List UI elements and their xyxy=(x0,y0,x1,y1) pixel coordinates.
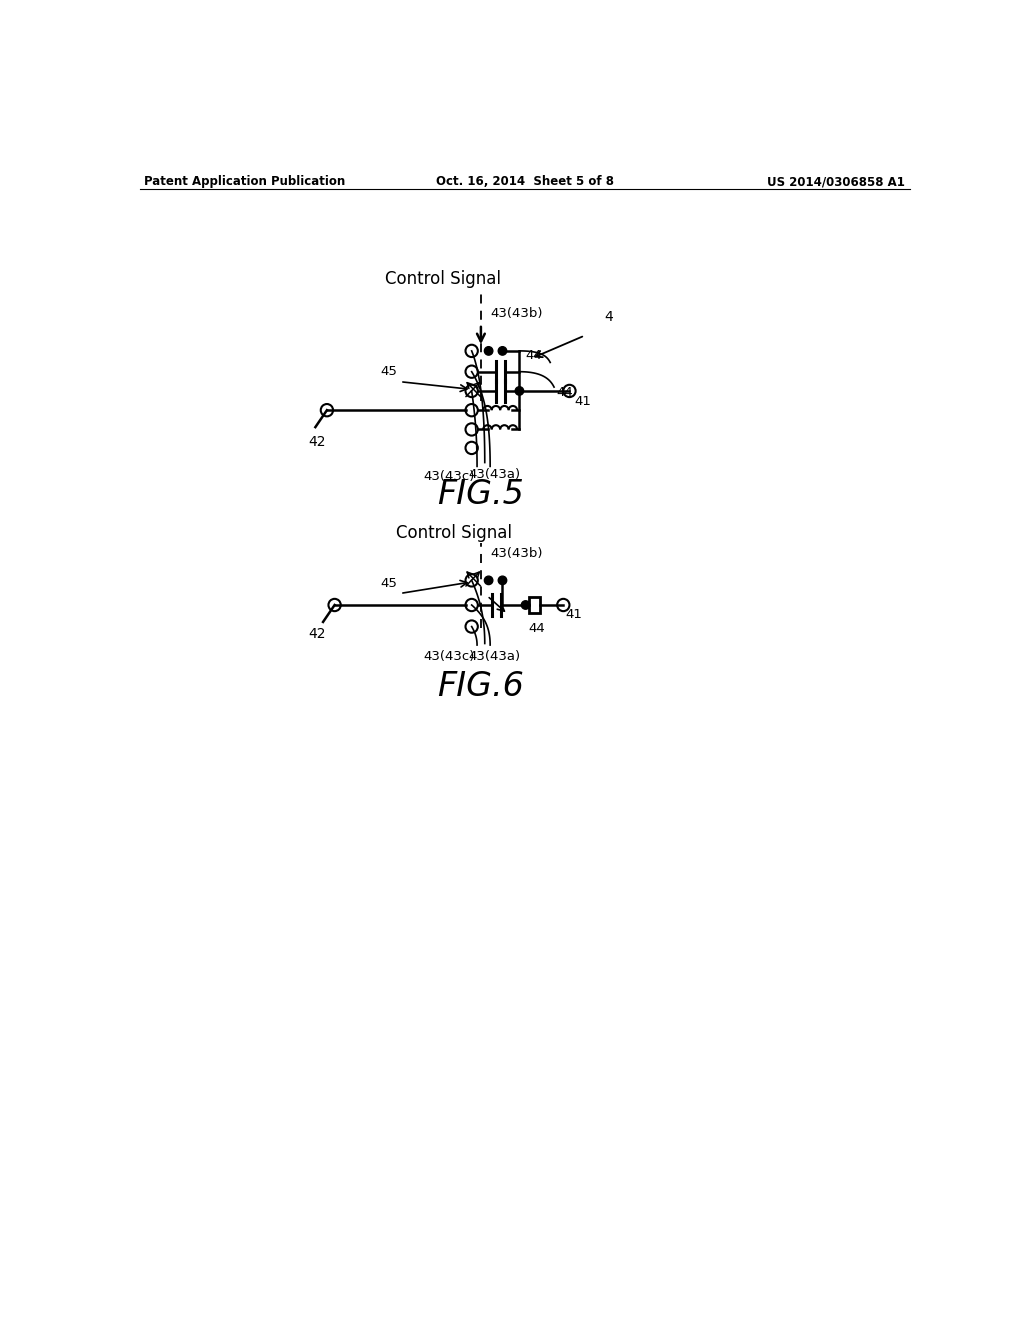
Text: 45: 45 xyxy=(381,364,397,378)
Text: 44: 44 xyxy=(528,622,546,635)
Text: 43(43b): 43(43b) xyxy=(490,548,543,561)
Text: 41: 41 xyxy=(574,395,592,408)
Text: 45: 45 xyxy=(381,577,397,590)
Text: Oct. 16, 2014  Sheet 5 of 8: Oct. 16, 2014 Sheet 5 of 8 xyxy=(436,176,613,189)
Text: FIG.5: FIG.5 xyxy=(437,478,524,511)
Text: 43(43a): 43(43a) xyxy=(469,469,521,480)
Circle shape xyxy=(499,576,507,585)
Text: 42: 42 xyxy=(308,627,326,640)
Text: 44: 44 xyxy=(556,385,573,399)
Text: 43(43b): 43(43b) xyxy=(490,308,543,321)
Text: US 2014/0306858 A1: US 2014/0306858 A1 xyxy=(767,176,904,189)
Text: 4: 4 xyxy=(604,310,612,323)
Text: Control Signal: Control Signal xyxy=(385,269,501,288)
Circle shape xyxy=(484,347,493,355)
Circle shape xyxy=(499,347,507,355)
Bar xyxy=(529,597,541,614)
Circle shape xyxy=(515,387,523,395)
Text: 42: 42 xyxy=(308,434,326,449)
Circle shape xyxy=(484,576,493,585)
Text: 44: 44 xyxy=(525,350,543,363)
Text: 43(43a): 43(43a) xyxy=(469,649,521,663)
Text: Control Signal: Control Signal xyxy=(396,524,512,543)
Circle shape xyxy=(521,601,529,610)
Text: Patent Application Publication: Patent Application Publication xyxy=(144,176,346,189)
Text: 43(43c): 43(43c) xyxy=(423,470,474,483)
Text: 41: 41 xyxy=(565,609,583,622)
Text: 43(43c): 43(43c) xyxy=(423,649,474,663)
Text: FIG.6: FIG.6 xyxy=(437,671,524,704)
